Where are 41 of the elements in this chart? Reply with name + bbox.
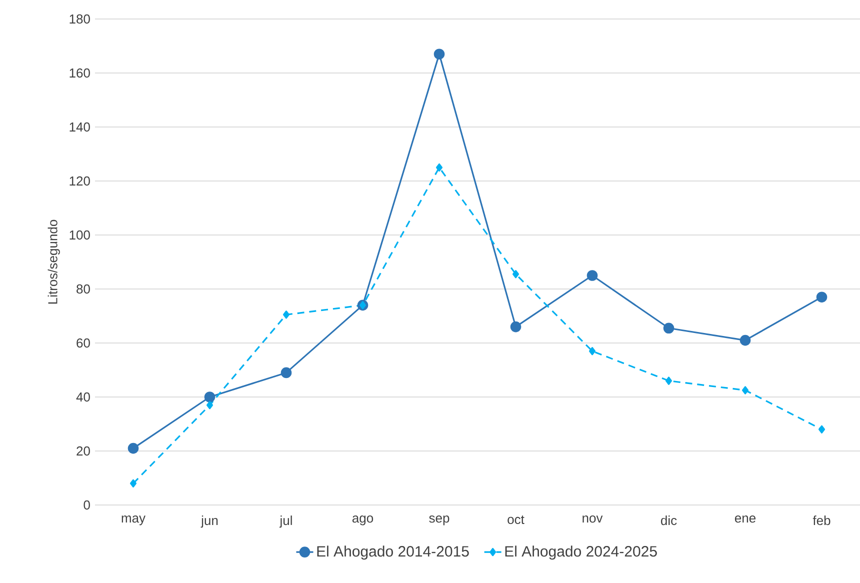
y-axis-title: Litros/segundo [48, 220, 60, 304]
x-tick-label: ene [734, 516, 756, 523]
y-tick-label: 120 [70, 176, 90, 186]
x-tick-label: nov [582, 516, 603, 523]
point [663, 322, 674, 334]
x-tick-label: oct [508, 516, 524, 524]
point [434, 48, 445, 60]
y-tick-label: 160 [70, 68, 90, 78]
y-tick-label: 140 [70, 122, 90, 132]
point [818, 425, 826, 434]
y-tick-label: 80 [76, 284, 90, 294]
y-tick-label: 20 [76, 446, 90, 456]
point [740, 334, 751, 346]
point [204, 392, 216, 402]
point [742, 386, 749, 394]
y-tick-label: 60 [76, 338, 90, 348]
y-tick-label: 40 [76, 392, 90, 402]
legend-label: El Ahogado 2024-2025 [505, 546, 657, 560]
y-tick-label: 180 [70, 14, 90, 24]
x-tick-label: dic [660, 516, 677, 526]
point [282, 310, 290, 319]
point [280, 367, 292, 378]
x-tick-label: ago [352, 516, 374, 526]
point [586, 270, 598, 281]
legend-label: El Ahogado 2014-2015 [317, 546, 469, 560]
point [510, 321, 522, 332]
point [130, 479, 137, 488]
x-tick-label: feb [812, 516, 830, 526]
point [206, 401, 214, 410]
y-tick-label: 100 [70, 230, 90, 240]
x-tick-label: jun [200, 516, 218, 528]
x-tick-label: sep [429, 516, 450, 526]
point [128, 442, 139, 454]
point [665, 376, 672, 385]
point [816, 292, 828, 302]
point [588, 346, 596, 356]
point [436, 163, 443, 172]
point [512, 270, 520, 278]
x-tick-label: jul [279, 516, 292, 528]
x-tick-label: may [122, 516, 146, 526]
y-tick-label: 0 [84, 500, 90, 510]
